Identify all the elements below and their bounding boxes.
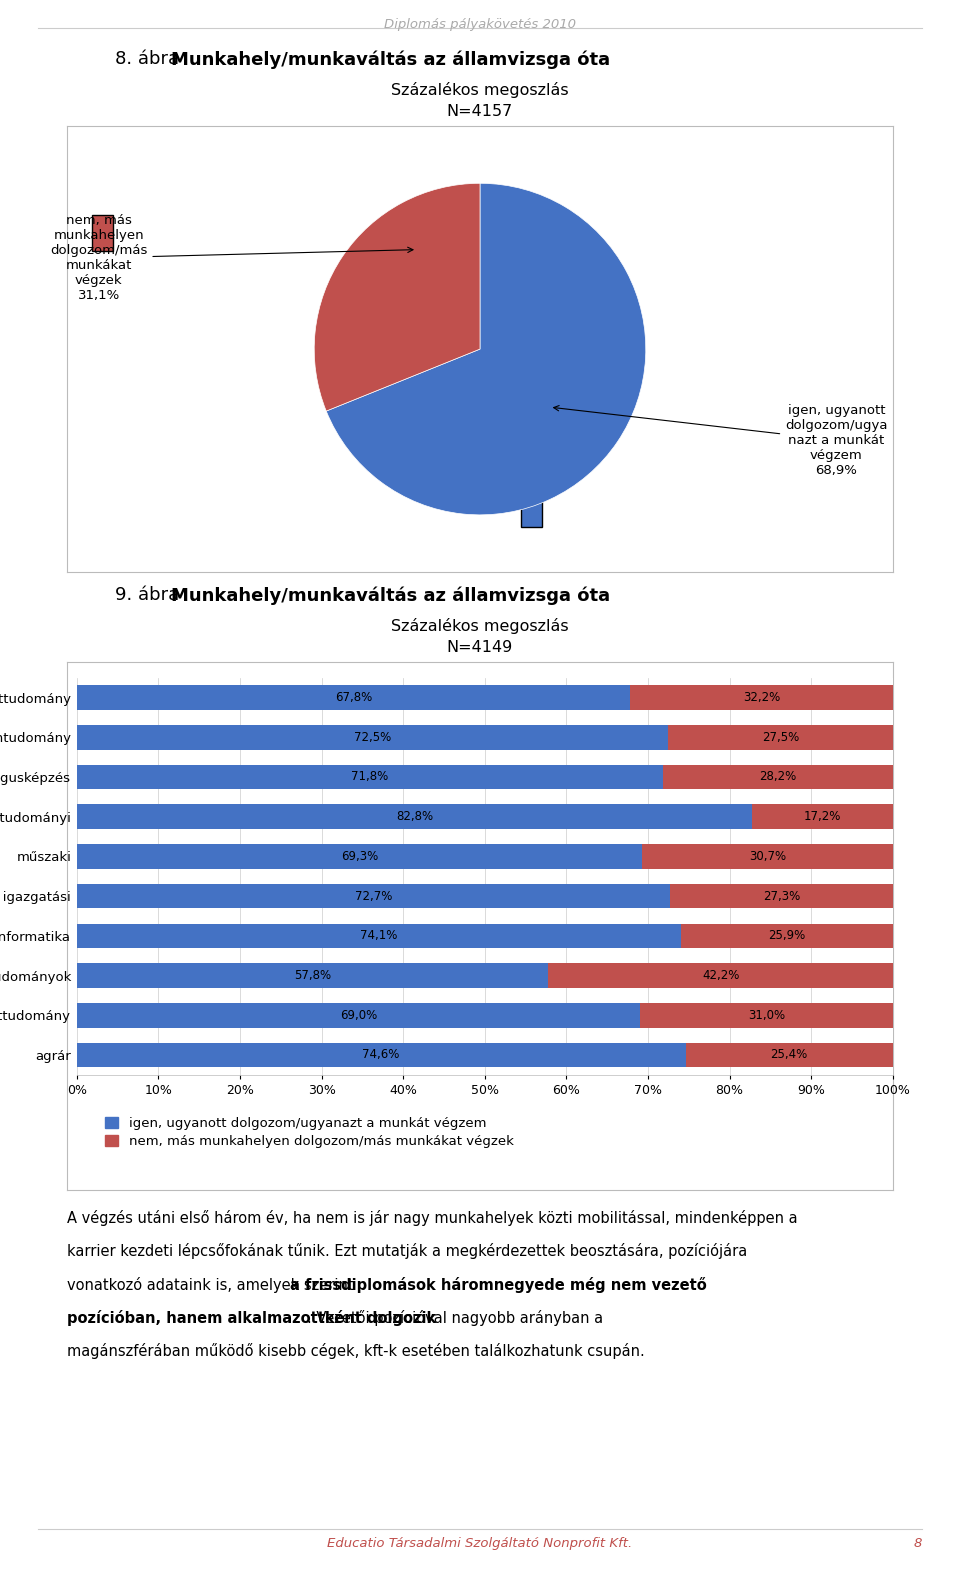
Text: 28,2%: 28,2% <box>759 771 797 783</box>
Text: 25,4%: 25,4% <box>771 1048 807 1062</box>
Text: 57,8%: 57,8% <box>294 969 331 982</box>
FancyBboxPatch shape <box>521 492 542 528</box>
Text: 69,3%: 69,3% <box>341 849 378 864</box>
Text: 27,3%: 27,3% <box>763 889 800 903</box>
Text: Educatio Társadalmi Szolgáltató Nonprofit Kft.: Educatio Társadalmi Szolgáltató Nonprofi… <box>327 1537 633 1549</box>
Text: 74,1%: 74,1% <box>360 930 397 942</box>
Text: A végzés utáni első három év, ha nem is jár nagy munkahelyek közti mobilitással,: A végzés utáni első három év, ha nem is … <box>67 1210 798 1226</box>
Text: 27,5%: 27,5% <box>762 731 800 744</box>
Bar <box>77 884 670 908</box>
Wedge shape <box>326 183 646 515</box>
Bar <box>77 845 642 868</box>
Text: pozícióban, hanem alkalmazottként dolgozik: pozícióban, hanem alkalmazottként dolgoz… <box>67 1310 437 1325</box>
Text: 71,8%: 71,8% <box>351 771 389 783</box>
Bar <box>77 1043 685 1067</box>
Text: magánszférában működő kisebb cégek, kft-k esetében találkozhatunk csupán.: magánszférában működő kisebb cégek, kft-… <box>67 1343 645 1359</box>
Text: 17,2%: 17,2% <box>804 810 841 823</box>
Bar <box>548 963 893 988</box>
Bar <box>662 764 893 790</box>
Bar <box>77 725 668 750</box>
Bar <box>77 963 548 988</box>
Bar <box>685 1043 893 1067</box>
Bar <box>670 884 893 908</box>
Text: 69,0%: 69,0% <box>340 1009 377 1021</box>
Text: 8: 8 <box>913 1537 922 1549</box>
Text: . Vezetői pozícióval nagyobb arányban a: . Vezetői pozícióval nagyobb arányban a <box>307 1310 603 1325</box>
Text: Munkahely/munkaváltás az államvizsga óta: Munkahely/munkaváltás az államvizsga óta <box>171 586 610 605</box>
Bar <box>77 686 630 709</box>
Bar <box>682 924 893 949</box>
Text: nem, más
munkahelyen
dolgozom/más
munkákat
végzek
31,1%: nem, más munkahelyen dolgozom/más munkák… <box>50 214 413 303</box>
Text: Százalékos megoszlás: Százalékos megoszlás <box>391 82 569 98</box>
Bar <box>639 1002 893 1028</box>
Bar <box>753 804 893 829</box>
Text: 74,6%: 74,6% <box>363 1048 400 1062</box>
Text: 32,2%: 32,2% <box>743 690 780 704</box>
Bar <box>77 804 753 829</box>
Text: 72,5%: 72,5% <box>354 731 392 744</box>
Text: Diplomás pályakövetés 2010: Diplomás pályakövetés 2010 <box>384 19 576 32</box>
Text: 25,9%: 25,9% <box>769 930 805 942</box>
Text: 30,7%: 30,7% <box>749 849 786 864</box>
Text: Százalékos megoszlás: Százalékos megoszlás <box>391 618 569 634</box>
Text: 67,8%: 67,8% <box>335 690 372 704</box>
Bar <box>630 686 893 709</box>
Text: karrier kezdeti lépcsőfokának tűnik. Ezt mutatják a megkérdezettek beosztására, : karrier kezdeti lépcsőfokának tűnik. Ezt… <box>67 1243 748 1259</box>
Text: a frissdiplomások háromnegyede még nem vezető: a frissdiplomások háromnegyede még nem v… <box>290 1277 707 1292</box>
Bar <box>77 924 682 949</box>
Text: vonatkozó adataink is, amelyek szerint: vonatkozó adataink is, amelyek szerint <box>67 1277 358 1292</box>
Text: 31,0%: 31,0% <box>748 1009 785 1021</box>
Text: 42,2%: 42,2% <box>702 969 739 982</box>
Text: 8. ábra: 8. ábra <box>115 50 185 68</box>
FancyBboxPatch shape <box>92 216 112 251</box>
Text: Munkahely/munkaváltás az államvizsga óta: Munkahely/munkaváltás az államvizsga óta <box>171 50 610 69</box>
Legend: igen, ugyanott dolgozom/ugyanazt a munkát végzem, nem, más munkahelyen dolgozom/: igen, ugyanott dolgozom/ugyanazt a munká… <box>100 1111 519 1154</box>
Text: N=4157: N=4157 <box>446 104 514 120</box>
Bar <box>668 725 893 750</box>
Text: 82,8%: 82,8% <box>396 810 433 823</box>
Bar <box>77 764 662 790</box>
Bar <box>642 845 893 868</box>
Wedge shape <box>314 183 480 411</box>
Text: 9. ábra: 9. ábra <box>115 586 185 604</box>
Text: N=4149: N=4149 <box>446 640 514 656</box>
Bar <box>77 1002 639 1028</box>
Text: igen, ugyanott
dolgozom/ugya
nazt a munkát
végzem
68,9%: igen, ugyanott dolgozom/ugya nazt a munk… <box>554 403 888 478</box>
Text: 72,7%: 72,7% <box>355 889 392 903</box>
